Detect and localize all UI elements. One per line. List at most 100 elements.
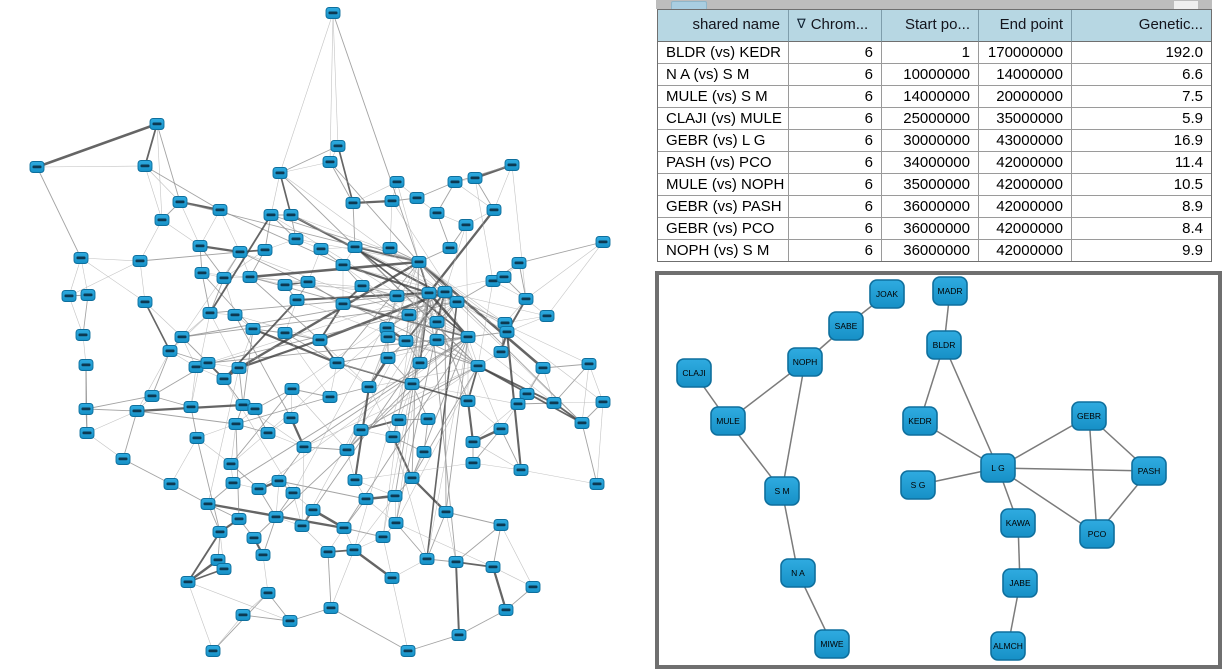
- network-node[interactable]: [78, 359, 94, 371]
- network-node[interactable]: [493, 423, 509, 435]
- network-node[interactable]: [115, 453, 131, 465]
- network-node[interactable]: [180, 576, 196, 588]
- table-row[interactable]: N A (vs) S M 6 10000000 14000000 6.6: [658, 64, 1211, 86]
- network-node[interactable]: [272, 167, 288, 179]
- network-node[interactable]: [271, 475, 287, 487]
- network-node[interactable]: [205, 645, 221, 657]
- network-node[interactable]: [162, 345, 178, 357]
- network-node[interactable]: [486, 204, 502, 216]
- network-node[interactable]: [504, 159, 520, 171]
- network-node[interactable]: [163, 478, 179, 490]
- network-node[interactable]: [465, 436, 481, 448]
- network-node[interactable]: [510, 398, 526, 410]
- network-node[interactable]: [149, 118, 165, 130]
- network-node[interactable]: [268, 511, 284, 523]
- network-node[interactable]: [595, 396, 611, 408]
- network-node[interactable]: [294, 520, 310, 532]
- network-node[interactable]: [419, 553, 435, 565]
- network-node[interactable]: [200, 357, 216, 369]
- network-node[interactable]: [227, 309, 243, 321]
- network-node-gebr[interactable]: GEBR: [1071, 401, 1107, 431]
- column-header-end-point[interactable]: End point: [979, 10, 1072, 42]
- network-node[interactable]: [202, 307, 218, 319]
- network-node[interactable]: [183, 401, 199, 413]
- network-node[interactable]: [400, 645, 416, 657]
- table-row[interactable]: CLAJI (vs) MULE 6 25000000 35000000 5.9: [658, 108, 1211, 130]
- network-node[interactable]: [231, 362, 247, 374]
- network-node[interactable]: [485, 561, 501, 573]
- network-node[interactable]: [518, 293, 534, 305]
- network-node-joak[interactable]: JOAK: [869, 279, 905, 309]
- network-node[interactable]: [447, 176, 463, 188]
- network-node-bldr[interactable]: BLDR: [926, 330, 962, 360]
- network-node[interactable]: [335, 298, 351, 310]
- network-node[interactable]: [323, 602, 339, 614]
- network-node[interactable]: [322, 156, 338, 168]
- network-node-miwe[interactable]: MIWE: [814, 629, 850, 659]
- network-node[interactable]: [438, 506, 454, 518]
- network-node[interactable]: [144, 390, 160, 402]
- network-node[interactable]: [589, 478, 605, 490]
- network-node-s-g[interactable]: S G: [900, 470, 936, 500]
- network-node[interactable]: [539, 310, 555, 322]
- network-node[interactable]: [411, 256, 427, 268]
- table-row[interactable]: NOPH (vs) S M 6 36000000 42000000 9.9: [658, 240, 1211, 261]
- network-node[interactable]: [174, 331, 190, 343]
- network-node[interactable]: [384, 572, 400, 584]
- network-node[interactable]: [442, 242, 458, 254]
- network-node[interactable]: [353, 424, 369, 436]
- column-header-shared-name[interactable]: shared name: [658, 10, 789, 42]
- network-node[interactable]: [496, 271, 512, 283]
- network-node[interactable]: [245, 323, 261, 335]
- network-node[interactable]: [200, 498, 216, 510]
- network-node[interactable]: [263, 209, 279, 221]
- network-node[interactable]: [232, 246, 248, 258]
- network-node[interactable]: [354, 280, 370, 292]
- network-node[interactable]: [581, 358, 597, 370]
- filtered-network-canvas[interactable]: JOAK SABE NOPH CLAJI MULE S M N A MIWE MADR BLDR K…: [659, 275, 1218, 665]
- network-node[interactable]: [235, 399, 251, 411]
- network-node[interactable]: [79, 427, 95, 439]
- table-row[interactable]: BLDR (vs) KEDR 6 1 170000000 192.0: [658, 42, 1211, 64]
- column-header-chrom---[interactable]: ∇ Chrom...: [789, 10, 882, 42]
- network-node[interactable]: [283, 209, 299, 221]
- network-node[interactable]: [257, 244, 273, 256]
- network-node[interactable]: [511, 257, 527, 269]
- network-node[interactable]: [398, 335, 414, 347]
- network-node-pco[interactable]: PCO: [1079, 519, 1115, 549]
- network-node[interactable]: [458, 219, 474, 231]
- network-node[interactable]: [361, 381, 377, 393]
- network-node[interactable]: [448, 556, 464, 568]
- network-node[interactable]: [404, 472, 420, 484]
- network-node[interactable]: [132, 255, 148, 267]
- network-node-l-g[interactable]: L G: [980, 453, 1016, 483]
- network-node[interactable]: [391, 414, 407, 426]
- network-node-madr[interactable]: MADR: [932, 276, 968, 306]
- network-node[interactable]: [137, 160, 153, 172]
- network-node[interactable]: [389, 290, 405, 302]
- network-node[interactable]: [429, 316, 445, 328]
- network-node[interactable]: [312, 334, 328, 346]
- network-node[interactable]: [574, 417, 590, 429]
- network-node[interactable]: [416, 446, 432, 458]
- network-node[interactable]: [285, 487, 301, 499]
- network-node[interactable]: [228, 418, 244, 430]
- network-node[interactable]: [347, 474, 363, 486]
- network-node[interactable]: [388, 517, 404, 529]
- main-network-canvas[interactable]: [0, 0, 660, 669]
- network-node[interactable]: [216, 563, 232, 575]
- network-node[interactable]: [519, 388, 535, 400]
- network-node[interactable]: [460, 395, 476, 407]
- network-node[interactable]: [305, 504, 321, 516]
- network-node[interactable]: [212, 204, 228, 216]
- network-node[interactable]: [246, 532, 262, 544]
- network-node[interactable]: [387, 490, 403, 502]
- network-node[interactable]: [330, 140, 346, 152]
- network-node[interactable]: [260, 587, 276, 599]
- network-node[interactable]: [429, 334, 445, 346]
- network-node[interactable]: [277, 327, 293, 339]
- network-node-n-a[interactable]: N A: [780, 558, 816, 588]
- network-node[interactable]: [61, 290, 77, 302]
- network-node[interactable]: [320, 546, 336, 558]
- network-node[interactable]: [449, 296, 465, 308]
